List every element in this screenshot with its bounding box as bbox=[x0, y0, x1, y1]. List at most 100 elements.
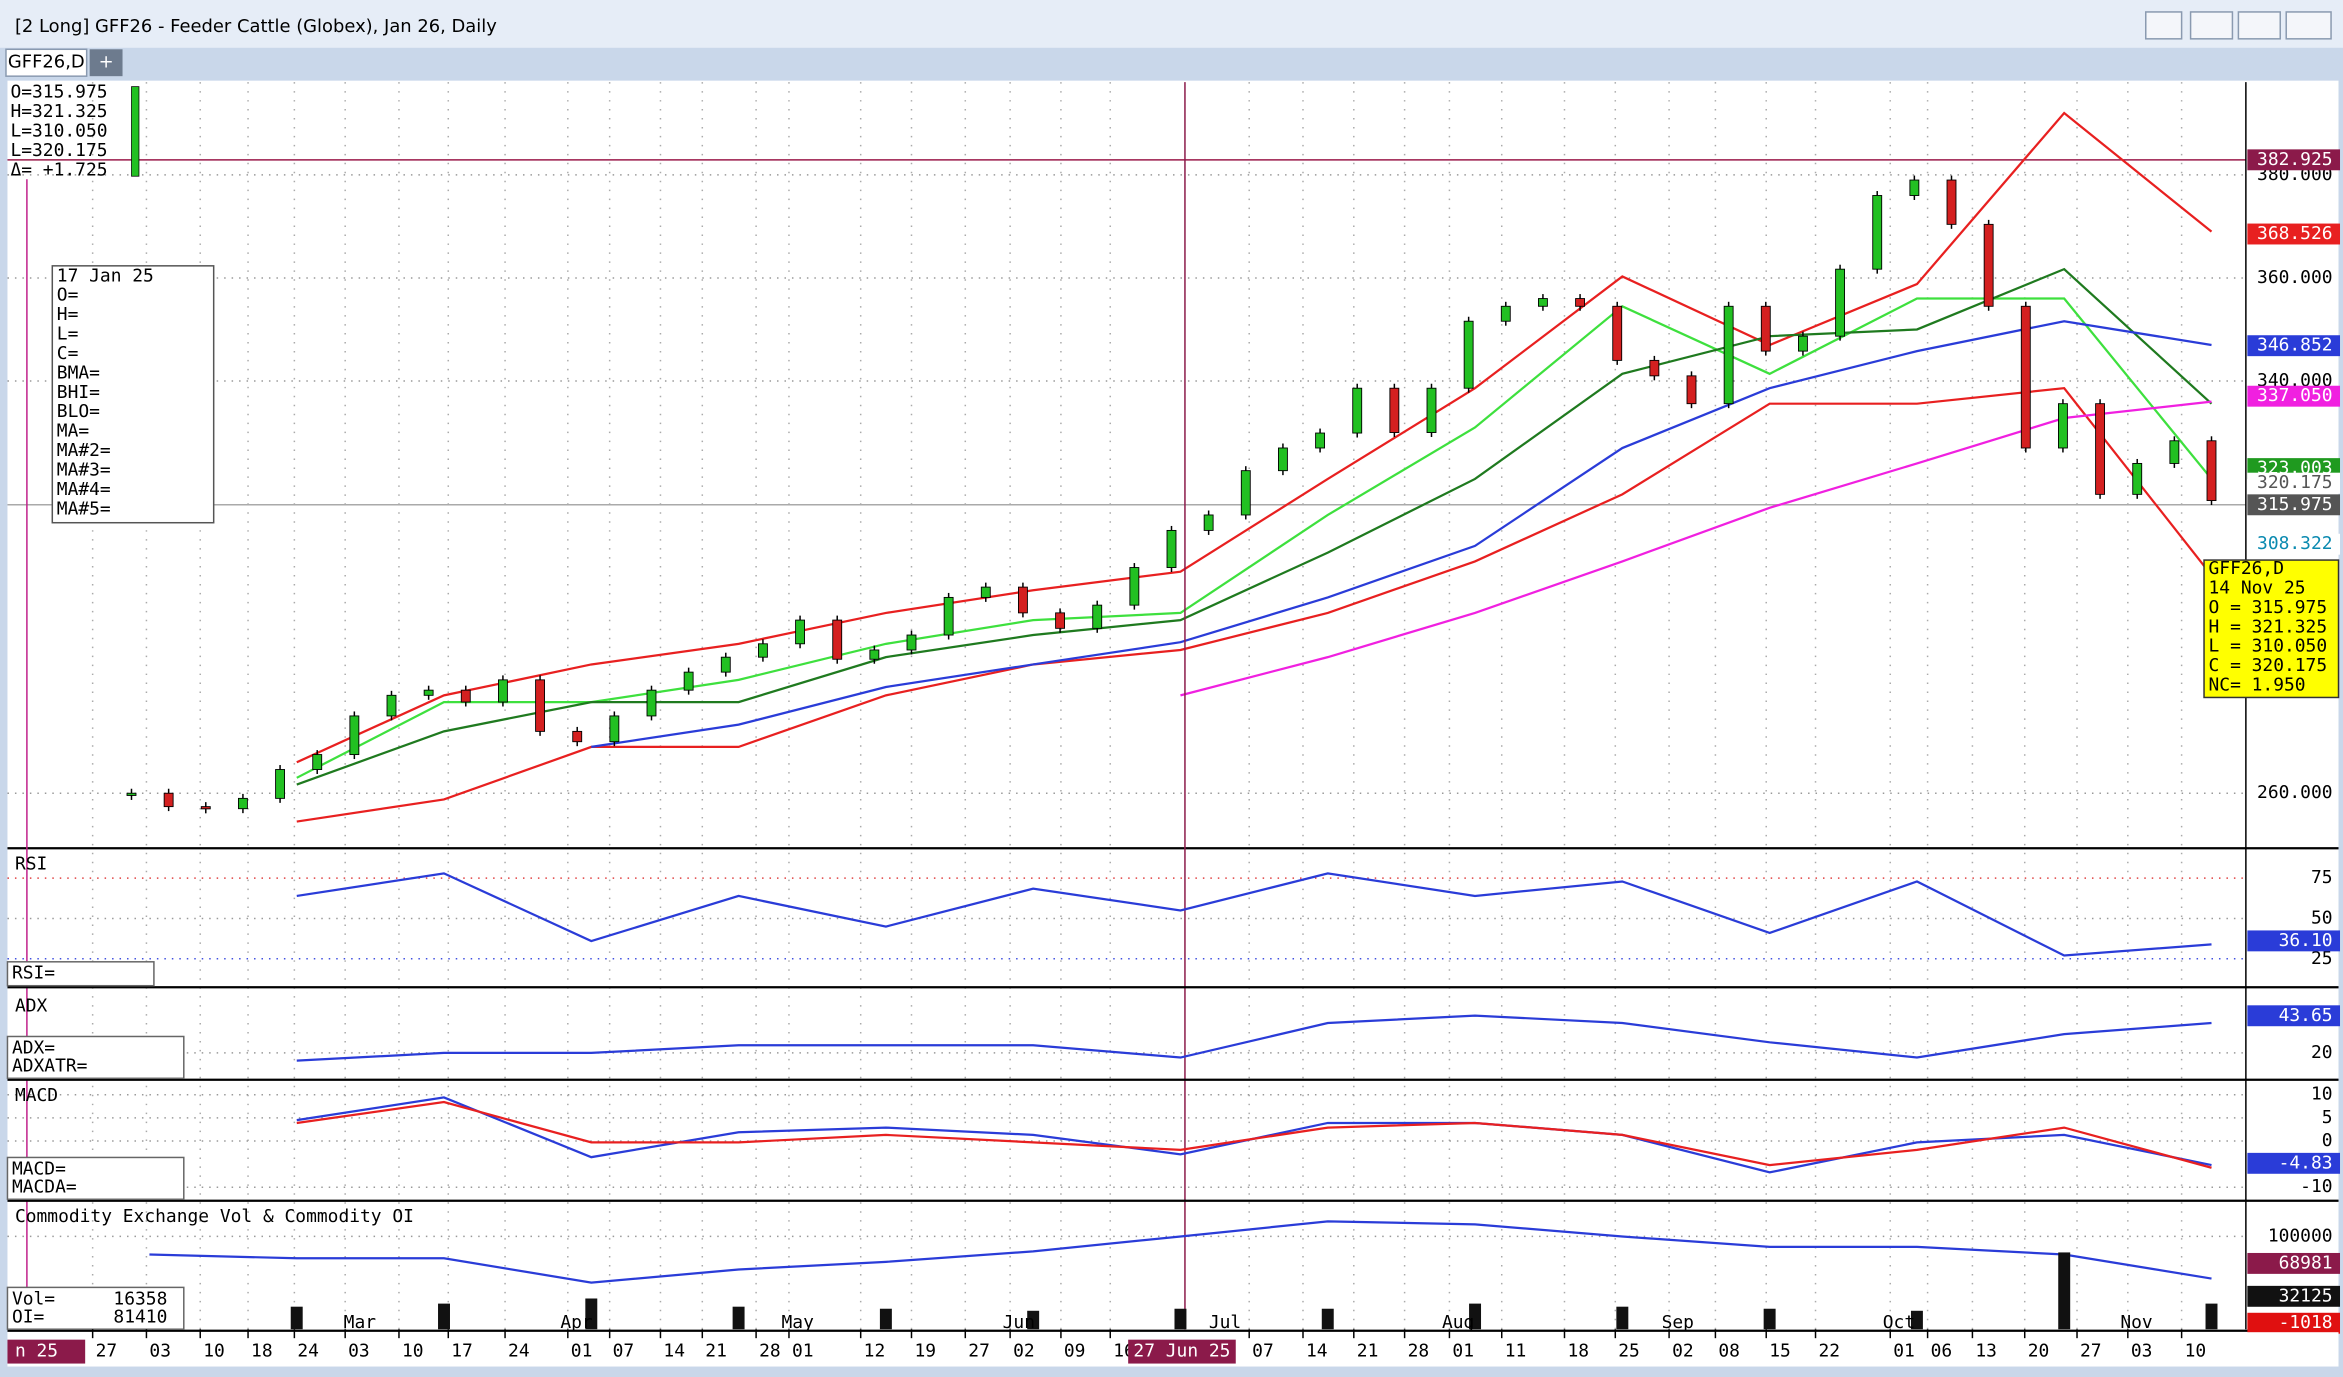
candle bbox=[1872, 195, 1883, 270]
tab[interactable] bbox=[5, 48, 88, 77]
maximize-button[interactable] bbox=[2237, 11, 2281, 40]
quote-line: Δ= +1.725 bbox=[10, 159, 107, 180]
x-tick-label: 07 bbox=[613, 1341, 635, 1362]
candle bbox=[572, 730, 583, 743]
y-tick-label: 360.000 bbox=[2257, 267, 2332, 288]
volume-bar bbox=[290, 1306, 303, 1330]
x-tick-label: 13 bbox=[1975, 1341, 1997, 1362]
candle bbox=[535, 679, 545, 732]
readout-box bbox=[6, 1035, 185, 1080]
price-label-bg bbox=[2247, 472, 2341, 494]
price-label: 315.975 bbox=[2257, 494, 2332, 515]
volume-bar bbox=[438, 1303, 450, 1330]
candle bbox=[609, 715, 620, 743]
candle bbox=[1092, 604, 1103, 629]
x-tick-label: 20 bbox=[2028, 1341, 2050, 1362]
value-label: 36.10 bbox=[2279, 930, 2333, 951]
panel-title: MACD bbox=[15, 1085, 58, 1106]
x-tick-label: 24 bbox=[297, 1341, 319, 1362]
x-tick-label: 28 bbox=[759, 1341, 781, 1362]
info-line: GFF26,D bbox=[2209, 558, 2284, 579]
info-line: H = 321.325 bbox=[2209, 616, 2328, 637]
volume-bar bbox=[1174, 1308, 1187, 1330]
readout-value: 81410 bbox=[113, 1306, 167, 1327]
candle bbox=[1686, 375, 1697, 405]
x-tick-label: 01 bbox=[1452, 1341, 1474, 1362]
volume-bar bbox=[585, 1298, 598, 1330]
price-label: 337.050 bbox=[2257, 385, 2332, 406]
readout-label: MACDA= bbox=[12, 1176, 77, 1197]
candle bbox=[237, 797, 248, 810]
x-tick-label: 10 bbox=[203, 1341, 225, 1362]
x-tick-label: 11 bbox=[1505, 1341, 1527, 1362]
candle bbox=[1612, 305, 1623, 361]
data-window-line: MA#3= bbox=[57, 459, 111, 480]
candle bbox=[869, 649, 880, 660]
data-window bbox=[51, 265, 215, 524]
x-tick-label: 21 bbox=[705, 1341, 727, 1362]
candle bbox=[275, 769, 285, 799]
candle bbox=[1575, 298, 1586, 307]
volume-bar bbox=[1469, 1303, 1482, 1330]
month-label: Apr bbox=[560, 1312, 593, 1333]
candle bbox=[2132, 462, 2143, 495]
candle bbox=[349, 715, 360, 756]
candle bbox=[1277, 447, 1288, 472]
candle bbox=[1835, 268, 1846, 337]
readout-label: ADXATR= bbox=[12, 1055, 88, 1076]
x-tick-label: 01 bbox=[571, 1341, 593, 1362]
y-tick-label: -10 bbox=[2300, 1176, 2332, 1197]
x-tick-label: 02 bbox=[1672, 1341, 1694, 1362]
title-bar bbox=[0, 0, 2343, 48]
data-window-line: BMA= bbox=[57, 362, 100, 383]
info-line: C = 320.175 bbox=[2209, 655, 2328, 676]
x-tick-label: 18 bbox=[251, 1341, 273, 1362]
panel-title: ADX bbox=[15, 996, 48, 1017]
indicator-line bbox=[296, 1014, 2212, 1062]
x-tick-label: 17 bbox=[451, 1341, 473, 1362]
x-tick-label: 14 bbox=[663, 1341, 685, 1362]
candle bbox=[683, 671, 694, 691]
info-line: L = 310.050 bbox=[2209, 636, 2328, 657]
quote-line: O=315.975 bbox=[10, 82, 107, 103]
y-tick-label: 20 bbox=[2311, 1042, 2333, 1063]
indicator-line bbox=[296, 1100, 2212, 1169]
price-label-bg bbox=[2247, 494, 2341, 516]
price-label-bg bbox=[2247, 223, 2341, 245]
minimize-button[interactable] bbox=[2189, 11, 2234, 40]
date-highlight-bg bbox=[1128, 1339, 1236, 1364]
price-label: 368.526 bbox=[2257, 223, 2332, 244]
month-label: Jul bbox=[1209, 1312, 1241, 1333]
price-label: 346.852 bbox=[2257, 335, 2332, 356]
data-window-line: MA= bbox=[57, 421, 90, 442]
candle bbox=[1500, 305, 1511, 322]
candle bbox=[1055, 612, 1066, 629]
indicator-line bbox=[591, 320, 2212, 749]
panel-title: RSI bbox=[15, 854, 47, 875]
x-tick-label: 09 bbox=[1064, 1341, 1086, 1362]
x-tick-label: 01 bbox=[1893, 1341, 1915, 1362]
month-label: Jun bbox=[1003, 1312, 1035, 1333]
y-tick-label: 10 bbox=[2311, 1084, 2333, 1105]
x-tick-label: 27 bbox=[2080, 1341, 2102, 1362]
volume-bar bbox=[1763, 1308, 1776, 1330]
candle bbox=[386, 694, 397, 717]
candle bbox=[1798, 335, 1808, 352]
new-tab-button[interactable] bbox=[89, 49, 123, 77]
readout-label: MACD= bbox=[12, 1158, 66, 1179]
price-label: 308.322 bbox=[2257, 533, 2332, 554]
candle bbox=[980, 586, 991, 598]
close-button[interactable] bbox=[2285, 11, 2332, 40]
candle bbox=[1983, 223, 1994, 307]
volume-bar bbox=[2058, 1252, 2071, 1330]
x-tick-label: 01 bbox=[792, 1341, 814, 1362]
x-tick-label: 03 bbox=[2131, 1341, 2153, 1362]
data-window-line: MA#4= bbox=[57, 479, 111, 500]
candle bbox=[2169, 440, 2180, 464]
link-button[interactable] bbox=[2145, 11, 2183, 40]
candle bbox=[1166, 529, 1177, 568]
info-box bbox=[2203, 559, 2340, 699]
info-line: 14 Nov 25 bbox=[2209, 577, 2306, 598]
month-label: Oct bbox=[1883, 1312, 1915, 1333]
